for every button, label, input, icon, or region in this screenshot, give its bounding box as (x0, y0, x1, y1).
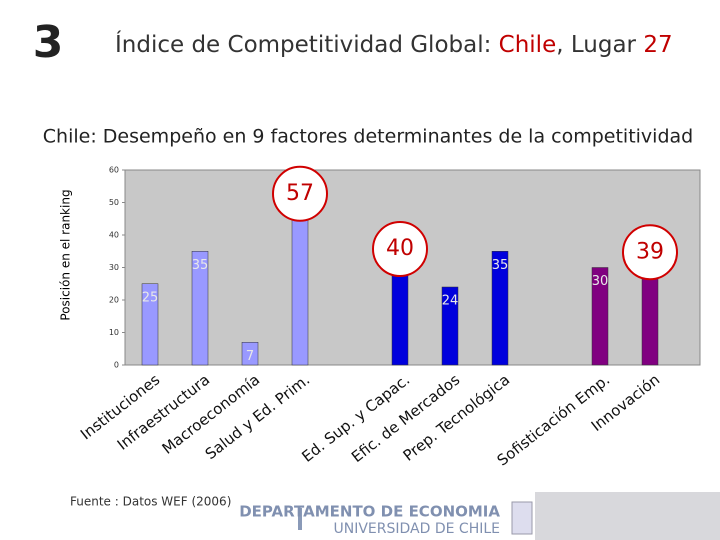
bar (241, 342, 259, 366)
title-prefix: Índice de Competitividad Global: (115, 30, 499, 58)
bar (491, 251, 509, 366)
chart-title: Chile: Desempeño en 9 factores determina… (43, 126, 693, 148)
y-tick-label: 10 (109, 328, 119, 337)
title-country: Chile (499, 32, 557, 58)
bar (441, 286, 459, 366)
title-middle: , Lugar (556, 32, 643, 58)
y-tick-label: 60 (109, 166, 119, 175)
footer-photo (535, 492, 720, 540)
label-circle (622, 224, 678, 281)
slide-title: Índice de Competitividad Global: Chile, … (115, 30, 673, 58)
value-label: 39 (636, 239, 664, 264)
footer-line1: DEPARTAMENTO DE ECONOMIA (239, 503, 500, 521)
source: Fuente : Datos WEF (2006) (70, 495, 231, 509)
title-rank: 27 (643, 32, 672, 58)
footer-mark (298, 508, 302, 530)
value-label: 24 (442, 294, 459, 309)
y-tick-label: 50 (109, 198, 119, 207)
value-label: 35 (492, 258, 509, 273)
value-label: 25 (142, 290, 159, 305)
value-label: 35 (192, 258, 209, 273)
value-label: 7 (246, 349, 254, 364)
slide-number: 3 (33, 17, 64, 68)
bar (191, 251, 209, 366)
value-label: 57 (286, 181, 314, 206)
label-circle (372, 221, 428, 277)
y-axis-label: Posición en el ranking (59, 189, 73, 320)
value-label: 40 (386, 236, 414, 261)
y-tick-label: 30 (109, 263, 119, 272)
y-tick-label: 40 (109, 231, 119, 240)
label-circle (272, 165, 328, 222)
bar (591, 267, 609, 366)
footer-line2: UNIVERSIDAD DE CHILE (333, 521, 500, 537)
bar (141, 283, 159, 366)
value-label: 30 (592, 274, 609, 289)
logo (511, 501, 533, 535)
y-tick-label: 20 (109, 296, 119, 305)
y-tick-label: 0 (114, 361, 119, 370)
